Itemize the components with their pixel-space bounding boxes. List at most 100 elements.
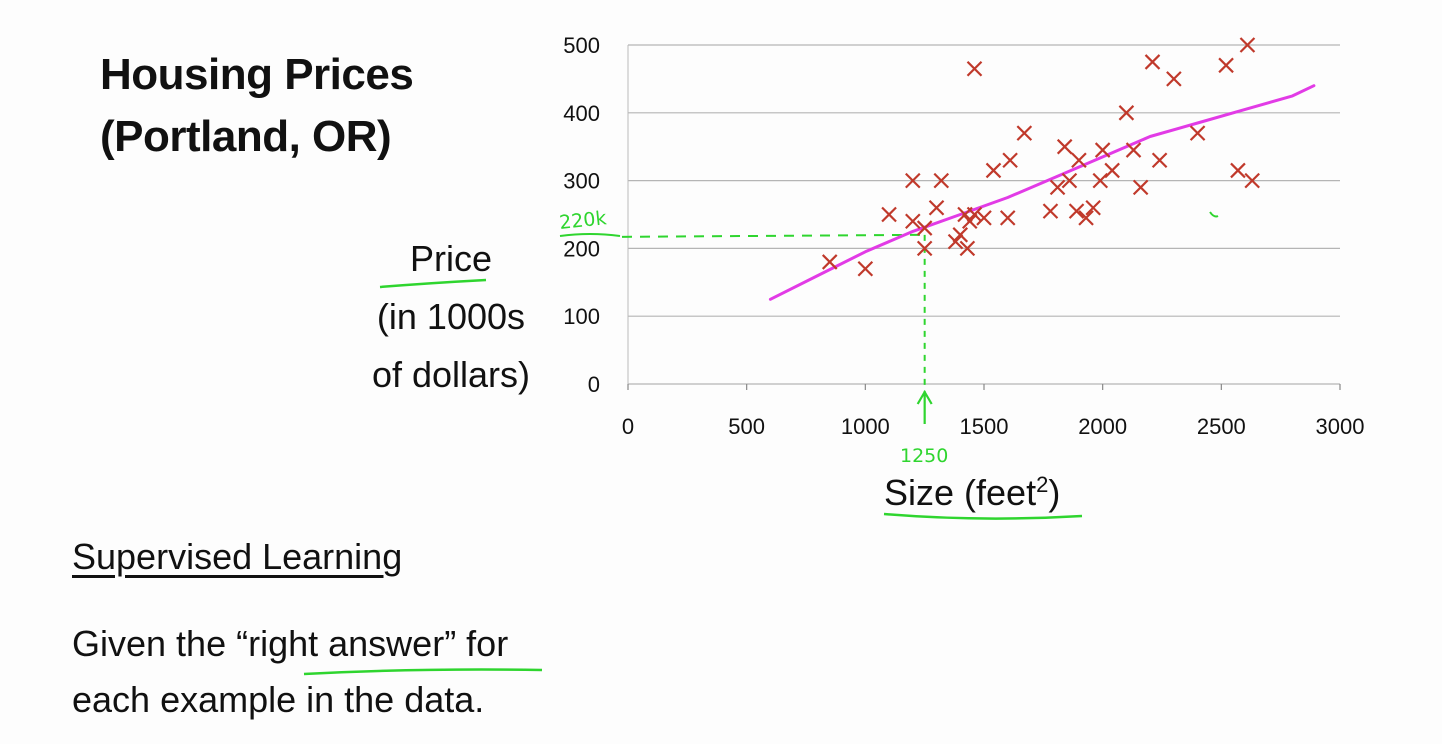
data-point-6 [916,240,933,257]
data-point-stroke-b [959,240,976,257]
data-point-10 [952,227,969,243]
description-highlight: right answer [248,623,445,664]
data-point-19 [1002,152,1018,169]
data-point-stroke-b [1166,71,1182,87]
size-arrow [916,389,933,424]
data-point-stroke-b [1071,152,1087,169]
data-point-20 [1016,125,1033,141]
data-point-17 [985,162,1002,179]
data-point-stroke-b [961,213,978,230]
data-point-stroke-b [933,172,950,189]
price-annotation-label: 220k [558,207,607,234]
description: Given the “right answer” for each exampl… [72,616,508,728]
data-point-stroke-b [1218,57,1234,74]
data-point-37 [1166,71,1182,87]
size-label-underline [883,512,1083,520]
data-point-2 [881,206,897,223]
price-guide-dashed-line [621,233,925,238]
data-point-stroke-b [1132,179,1149,196]
point-layer [821,37,1260,277]
y-axis-label-line-1: Price [409,238,492,279]
y-axis-label: Price (in 1000s of dollars) [372,230,530,404]
data-point-stroke-b [857,260,874,277]
data-point-stroke-b [1056,138,1073,155]
data-point-30 [1094,142,1111,158]
y-tick-label-200: 200 [563,236,600,261]
x-axis-label-text: Size (feet [884,472,1037,513]
y-tick-label-0: 0 [588,372,600,397]
data-point-stroke-b [952,227,969,243]
x-axis-label: Size (feet2) [884,460,1060,518]
annotation-layer: 220k 1250 [303,207,1219,676]
y-tick-label-300: 300 [563,169,600,194]
data-point-stroke-b [1061,172,1078,189]
price-annotation-underline [559,233,621,237]
data-point-7 [928,199,945,216]
x-axis-label-close: ) [1048,472,1061,513]
fit-curve-line [768,84,1316,301]
stray-annotation-mark [1209,211,1219,218]
data-point-12 [959,240,976,257]
data-point-32 [1118,105,1135,121]
data-point-stroke-b [1144,54,1161,70]
data-point-38 [1189,125,1206,141]
data-point-3 [905,172,921,189]
data-point-21 [1042,203,1059,219]
y-tick-label-100: 100 [563,304,600,329]
data-point-stroke-b [916,240,933,257]
slide-title: Housing Prices (Portland, OR) [100,44,414,168]
description-line-1: Given the “right answer” for [72,616,508,672]
data-point-stroke-b [1151,152,1168,169]
data-point-25 [1068,203,1085,219]
data-point-35 [1144,54,1161,70]
data-point-stroke-b [821,254,838,270]
data-point-4 [905,213,921,230]
data-point-39 [1218,57,1234,74]
data-point-stroke-b [1016,125,1033,141]
data-point-33 [1125,142,1142,158]
data-point-36 [1151,152,1168,169]
data-point-41 [1239,37,1256,53]
grid-layer [627,44,1341,390]
data-point-stroke-b [1085,199,1101,216]
data-point-stroke-b [999,210,1016,226]
data-point-5 [916,220,933,236]
data-point-stroke-b [966,206,983,223]
data-point-0 [821,254,838,270]
section-title: Supervised Learning [72,536,403,577]
data-point-stroke-b [985,162,1002,179]
data-point-27 [1078,210,1094,226]
size-annotation-label: 1250 [900,445,948,467]
data-point-stroke-b [928,199,945,216]
data-point-18 [999,210,1016,226]
x-tick-label-3000: 3000 [1316,414,1365,439]
data-point-40 [1230,162,1246,179]
data-point-42 [1244,172,1260,189]
y-tick-label-400: 400 [563,101,600,126]
data-point-stroke-b [1230,162,1246,179]
data-point-stroke-b [1002,152,1018,169]
right-answer-underline [303,668,543,676]
data-point-stroke-b [905,213,921,230]
x-tick-label-2500: 2500 [1197,414,1246,439]
y-axis-label-line-2: (in 1000s [376,296,526,337]
data-point-9 [947,233,964,250]
data-point-15 [966,60,983,77]
title-line-1: Housing Prices [100,50,414,99]
y-axis-label-line-3: of dollars) [371,354,530,395]
data-point-stroke-b [1094,142,1111,158]
data-point-stroke-b [966,60,983,77]
x-tick-label-0: 0 [622,414,634,439]
data-point-1 [857,260,874,277]
data-point-29 [1092,172,1109,189]
data-point-22 [1049,179,1066,196]
x-tick-label-2000: 2000 [1078,414,1127,439]
x-tick-label-1000: 1000 [841,414,890,439]
x-tick-label-1500: 1500 [960,414,1009,439]
tick-layer: 0 100 200 300 400 500 0 500 1000 1500 2000 2500 3000 [563,33,1364,439]
x-axis-label-exponent: 2 [1036,472,1049,497]
x-tick-label-500: 500 [728,414,765,439]
description-part-2: ” for [444,623,509,664]
data-point-stroke-b [1244,172,1260,189]
